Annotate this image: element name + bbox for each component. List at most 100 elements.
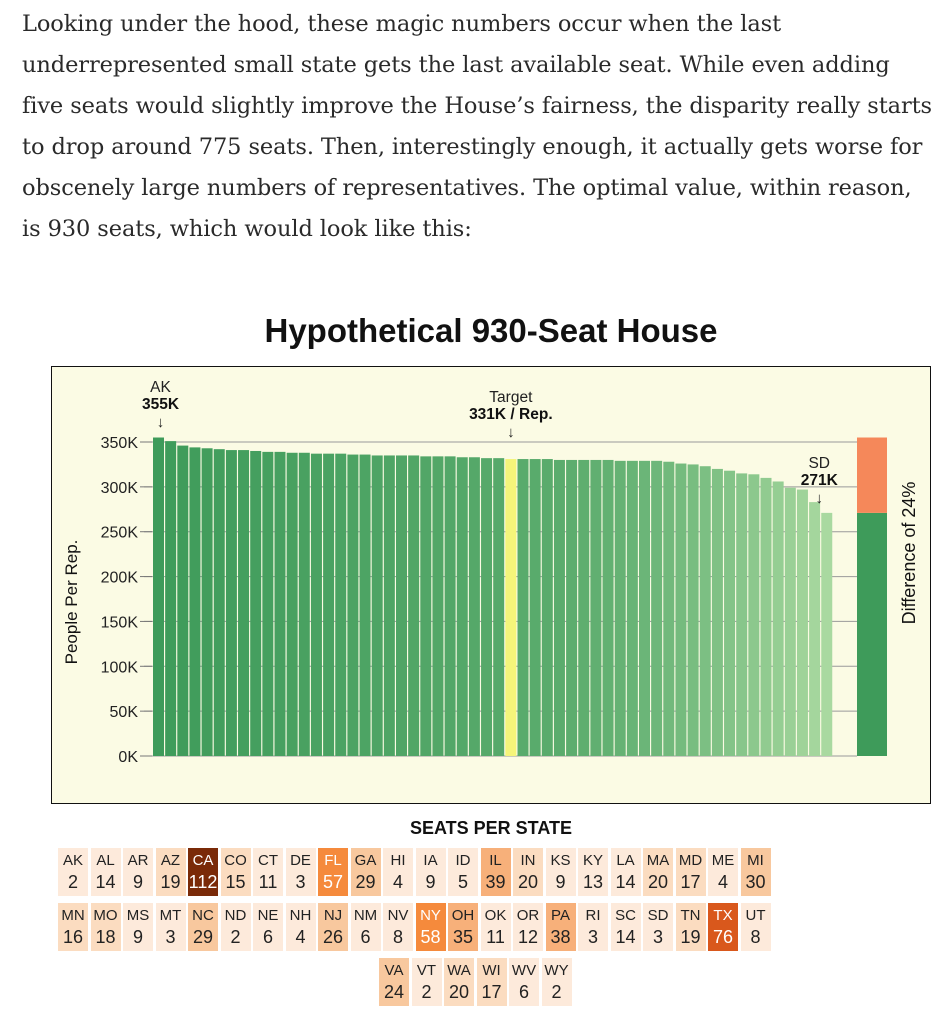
chart-bar <box>772 481 784 756</box>
state-abbrev: WI <box>482 962 501 979</box>
state-seat-count: 15 <box>225 872 246 892</box>
state-seat-count: 11 <box>258 872 278 892</box>
state-abbrev: WY <box>544 962 569 979</box>
chart-area: 0K 50K 100K 150K 200K 250K 300K 350K People Per … <box>51 366 931 804</box>
state-abbrev: HI <box>390 852 406 869</box>
target-annotation-value: 331K / Rep. <box>469 406 553 423</box>
state-seat-count: 58 <box>420 927 441 947</box>
state-cell-md: MD 17 <box>674 847 707 897</box>
state-cell-ut: UT 8 <box>739 902 772 952</box>
state-abbrev: ME <box>711 852 735 869</box>
state-seat-count: 8 <box>750 927 761 947</box>
state-cell-de: DE 3 <box>284 847 317 897</box>
chart-bar <box>578 459 590 756</box>
state-cell-ri: RI 3 <box>577 902 609 952</box>
state-cell-fl: FL 57 <box>317 847 349 897</box>
chart-bar <box>250 450 262 756</box>
state-seat-count: 2 <box>421 982 432 1002</box>
chart-bar <box>651 460 663 756</box>
state-abbrev: PA <box>551 907 570 924</box>
chart-bar <box>335 453 347 756</box>
state-seat-count: 3 <box>165 927 176 947</box>
state-cell-in: IN 20 <box>512 847 544 897</box>
state-abbrev: NJ <box>323 907 343 924</box>
chart-bar <box>262 451 274 756</box>
state-seat-count: 3 <box>587 927 598 947</box>
state-cell-nc: NC 29 <box>187 902 219 952</box>
state-seat-count: 9 <box>132 872 143 892</box>
state-cell-al: AL 14 <box>89 847 122 897</box>
state-abbrev: VT <box>416 962 437 979</box>
state-cell-az: AZ 19 <box>154 847 187 897</box>
state-abbrev: ID <box>455 852 471 869</box>
state-cell-nd: ND 2 <box>219 902 252 952</box>
chart-bar <box>359 454 371 756</box>
state-abbrev: NC <box>192 907 214 924</box>
state-seat-count: 76 <box>712 927 734 947</box>
state-cell-sd: SD 3 <box>642 902 674 952</box>
state-abbrev: AZ <box>160 852 181 869</box>
sd-annotation-arrow: ↓ <box>816 490 824 507</box>
state-seat-count: 19 <box>680 927 701 947</box>
state-abbrev: UT <box>745 907 766 924</box>
state-cell-ny: NY 58 <box>414 902 447 952</box>
state-cell-ga: GA 29 <box>349 847 382 897</box>
state-cell-tn: TN 19 <box>674 902 707 952</box>
y-tick-label: 0K <box>118 749 138 766</box>
chart-bar <box>456 457 468 756</box>
state-abbrev: MT <box>159 907 182 924</box>
difference-bar-gap <box>857 437 887 513</box>
chart-bar <box>566 459 578 756</box>
chart-bar <box>736 473 748 756</box>
chart-bar <box>213 449 225 756</box>
state-seat-count: 6 <box>360 927 371 947</box>
state-abbrev: AR <box>127 852 149 869</box>
state-abbrev: IN <box>520 852 536 869</box>
state-cell-il: IL 39 <box>479 847 512 897</box>
chart-bar <box>298 452 310 756</box>
state-seat-count: 30 <box>745 872 766 892</box>
state-seat-count: 20 <box>647 872 669 892</box>
state-cell-mo: MO 18 <box>89 902 122 952</box>
state-cell-pa: PA 38 <box>544 902 577 952</box>
state-seat-count: 39 <box>485 872 506 892</box>
state-seat-count: 4 <box>392 872 403 892</box>
y-axis-label: People Per Rep. <box>62 540 81 665</box>
state-abbrev: AL <box>96 852 115 869</box>
state-abbrev: CT <box>258 852 278 869</box>
state-cell-ct: CT 11 <box>252 847 284 897</box>
state-cell-ky: KY 13 <box>577 847 609 897</box>
chart-bar <box>796 489 808 756</box>
chart-bar <box>286 452 298 756</box>
chart-bar <box>639 460 650 756</box>
state-seat-count: 2 <box>230 927 241 947</box>
state-seat-count: 4 <box>295 927 306 947</box>
state-abbrev: MS <box>126 907 150 924</box>
article-paragraph: Looking under the hood, these magic numb… <box>22 11 932 242</box>
chart-bar <box>444 456 456 756</box>
target-annotation-arrow: ↓ <box>507 424 514 441</box>
state-abbrev: SD <box>647 907 669 924</box>
state-cell-co: CO 15 <box>219 847 252 897</box>
state-seat-count: 14 <box>615 927 636 947</box>
state-seat-count: 17 <box>481 982 502 1002</box>
chart-bar <box>481 458 493 756</box>
state-seat-count: 2 <box>67 872 78 892</box>
chart-bar <box>541 459 553 756</box>
state-abbrev: NH <box>289 907 312 924</box>
state-cell-vt: VT 2 <box>410 957 443 1007</box>
ak-annotation-label: AK <box>150 379 171 396</box>
chart-bar <box>821 512 833 756</box>
chart-bar <box>347 454 359 756</box>
chart-bar <box>408 455 420 756</box>
ak-annotation-value: 355K <box>142 396 180 413</box>
state-cell-ms: MS 9 <box>122 902 154 952</box>
difference-bar-base <box>857 512 887 756</box>
state-seat-count: 20 <box>517 872 539 892</box>
state-abbrev: DE <box>290 852 311 869</box>
state-cell-mi: MI 30 <box>739 847 772 897</box>
chart-bar <box>517 459 529 756</box>
chart-bar <box>590 459 602 756</box>
state-cell-mn: MN 16 <box>57 902 89 952</box>
y-tick-label: 350K <box>101 435 139 452</box>
